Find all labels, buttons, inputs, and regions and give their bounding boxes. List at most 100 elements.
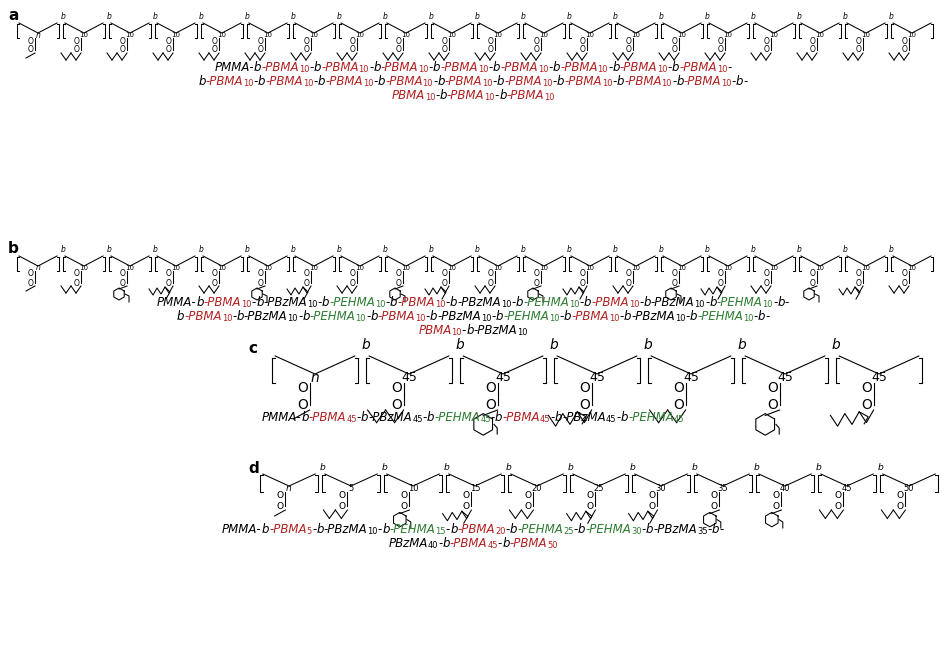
- Text: -: -: [429, 61, 433, 74]
- Text: b: b: [692, 462, 697, 472]
- Text: O: O: [487, 46, 494, 54]
- Text: -PBMA: -PBMA: [450, 537, 487, 550]
- Text: -: -: [639, 296, 643, 309]
- Text: O: O: [304, 270, 309, 278]
- Text: -PBMA: -PBMA: [266, 75, 303, 88]
- Text: b: b: [672, 61, 679, 74]
- Text: -: -: [426, 310, 430, 323]
- Text: -: -: [549, 61, 552, 74]
- Text: -: -: [620, 310, 623, 323]
- Text: O: O: [672, 46, 677, 54]
- Text: -: -: [773, 296, 778, 309]
- Text: 45: 45: [842, 484, 852, 493]
- Text: 10: 10: [221, 314, 232, 323]
- Text: -PEHMA: -PEHMA: [523, 296, 569, 309]
- Text: 45: 45: [589, 371, 604, 384]
- Text: O: O: [395, 278, 401, 287]
- Text: O: O: [166, 46, 171, 54]
- Text: b: b: [564, 310, 571, 323]
- Text: -: -: [312, 523, 316, 536]
- Text: O: O: [463, 502, 470, 511]
- Text: b: b: [584, 296, 591, 309]
- Text: b: b: [245, 12, 250, 21]
- Text: 10: 10: [586, 32, 594, 38]
- Text: b: b: [361, 338, 370, 352]
- Text: -PBMA: -PBMA: [591, 296, 629, 309]
- Text: O: O: [763, 46, 769, 54]
- Text: -PBzMA: -PBzMA: [457, 296, 501, 309]
- Text: O: O: [862, 398, 872, 411]
- Text: -PBzMA: -PBzMA: [631, 310, 674, 323]
- Text: 15: 15: [435, 527, 446, 536]
- Text: 10: 10: [362, 79, 374, 89]
- Text: b: b: [443, 537, 450, 550]
- Text: -: -: [446, 296, 449, 309]
- Text: O: O: [74, 278, 79, 287]
- Text: O: O: [350, 46, 356, 54]
- Text: -: -: [252, 296, 256, 309]
- Text: -: -: [753, 310, 758, 323]
- Text: b: b: [778, 296, 785, 309]
- Text: b: b: [676, 75, 684, 88]
- Text: b: b: [623, 310, 631, 323]
- Text: b: b: [382, 245, 388, 254]
- Text: b: b: [496, 310, 503, 323]
- Text: 10: 10: [677, 32, 687, 38]
- Text: O: O: [395, 270, 401, 278]
- Text: -PBMA: -PBMA: [458, 523, 495, 536]
- Text: O: O: [350, 270, 356, 278]
- Text: O: O: [834, 502, 842, 511]
- Text: b: b: [316, 523, 324, 536]
- Text: 20: 20: [495, 527, 505, 536]
- Text: -: -: [785, 296, 789, 309]
- Text: b: b: [449, 296, 457, 309]
- Text: 10: 10: [435, 301, 446, 309]
- Text: -: -: [232, 310, 236, 323]
- Text: 10: 10: [408, 484, 418, 493]
- Text: -PBMA: -PBMA: [321, 61, 359, 74]
- Text: -: -: [685, 310, 690, 323]
- Text: 10: 10: [517, 328, 528, 338]
- Text: O: O: [525, 502, 532, 511]
- Text: 10: 10: [401, 32, 411, 38]
- Text: O: O: [580, 270, 586, 278]
- Text: 10: 10: [264, 265, 272, 271]
- Text: O: O: [166, 36, 171, 46]
- Text: b: b: [262, 523, 270, 536]
- Text: b: b: [290, 245, 295, 254]
- Text: b: b: [450, 523, 458, 536]
- Text: -PBMA: -PBMA: [325, 75, 362, 88]
- Text: b: b: [658, 245, 663, 254]
- Text: 10: 10: [264, 32, 272, 38]
- Text: -PBMA: -PBMA: [504, 75, 542, 88]
- Text: b: b: [646, 523, 654, 536]
- Text: O: O: [257, 36, 264, 46]
- Text: -PEHMA: -PEHMA: [717, 296, 762, 309]
- Text: -PBMA: -PBMA: [397, 296, 435, 309]
- Text: 10: 10: [359, 65, 369, 74]
- Text: -: -: [377, 523, 382, 536]
- Text: O: O: [810, 270, 815, 278]
- Text: -: -: [705, 296, 710, 309]
- Text: O: O: [392, 381, 402, 395]
- Text: -PBMA: -PBMA: [261, 61, 299, 74]
- Text: 45: 45: [487, 541, 498, 550]
- Text: 10: 10: [609, 314, 620, 323]
- Text: -: -: [720, 523, 724, 536]
- Text: PMMA-: PMMA-: [214, 61, 254, 74]
- Text: O: O: [579, 398, 590, 411]
- Text: 10: 10: [539, 265, 549, 271]
- Text: b: b: [621, 411, 628, 424]
- Text: b: b: [567, 245, 571, 254]
- Text: 10: 10: [482, 314, 492, 323]
- Text: -: -: [573, 523, 578, 536]
- Text: d: d: [248, 461, 259, 476]
- Text: 45: 45: [495, 371, 511, 384]
- Text: 10: 10: [367, 527, 377, 536]
- Text: -PBMA: -PBMA: [679, 61, 717, 74]
- Text: O: O: [304, 278, 309, 287]
- Text: O: O: [855, 46, 862, 54]
- Text: -PBMA: -PBMA: [507, 89, 544, 102]
- Text: -: -: [765, 310, 769, 323]
- Text: O: O: [277, 491, 284, 500]
